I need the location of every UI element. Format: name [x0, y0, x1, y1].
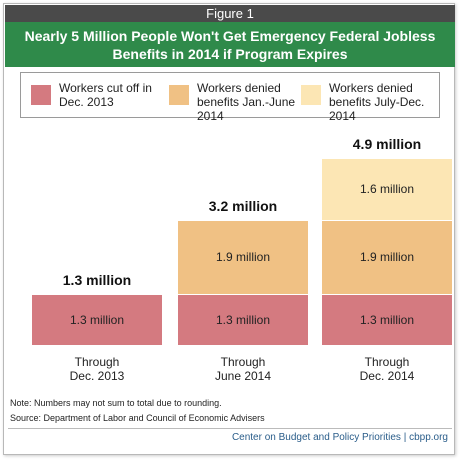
legend-swatch	[301, 85, 321, 105]
bar-segment	[322, 157, 452, 221]
footer-rule	[8, 428, 452, 429]
legend-swatch	[169, 85, 189, 105]
segment-label: 1.3 million	[215, 312, 271, 327]
total-label: 3.2 million	[208, 198, 278, 215]
legend-label: Workers denied benefits Jan.-June 2014	[197, 81, 296, 123]
source: Source: Department of Labor and Council …	[10, 413, 265, 423]
frame	[3, 3, 455, 455]
legend: Workers cut off in Dec. 2013 Workers deni…	[20, 72, 440, 123]
figure-label: Figure 1	[5, 5, 455, 22]
segment-label: 1.3 million	[359, 312, 415, 327]
note: Note: Numbers may not sum to total due t…	[10, 398, 222, 408]
credit: Center on Budget and Policy Priorities |…	[231, 432, 448, 443]
bar-segment	[178, 220, 308, 295]
legend-label: Workers denied benefits July-Dec. 2014	[329, 81, 425, 123]
bar-segment	[322, 294, 452, 345]
segment-label: 1.9 million	[215, 250, 271, 265]
segment-label: 1.3 million	[69, 312, 125, 327]
x-tick-label: Through Dec. 2013	[69, 355, 125, 383]
legend-swatch	[31, 85, 51, 105]
segment-label: 1.6 million	[359, 182, 415, 196]
bar-segment	[178, 294, 308, 345]
x-tick-label: Through Dec. 2014	[359, 355, 415, 383]
x-tick-label: Through June 2014	[214, 355, 272, 383]
total-label: 4.9 million	[352, 135, 422, 152]
bar-segment	[32, 294, 162, 345]
segment-label: 1.9 million	[359, 250, 415, 265]
legend-label: Workers cut off in Dec. 2013	[59, 81, 152, 109]
bar-segment	[322, 220, 452, 295]
title-band: Nearly 5 Million People Won't Get Emerge…	[5, 22, 455, 67]
total-label: 1.3 million	[62, 272, 132, 289]
chart-title: Nearly 5 Million People Won't Get Emerge…	[24, 27, 436, 62]
